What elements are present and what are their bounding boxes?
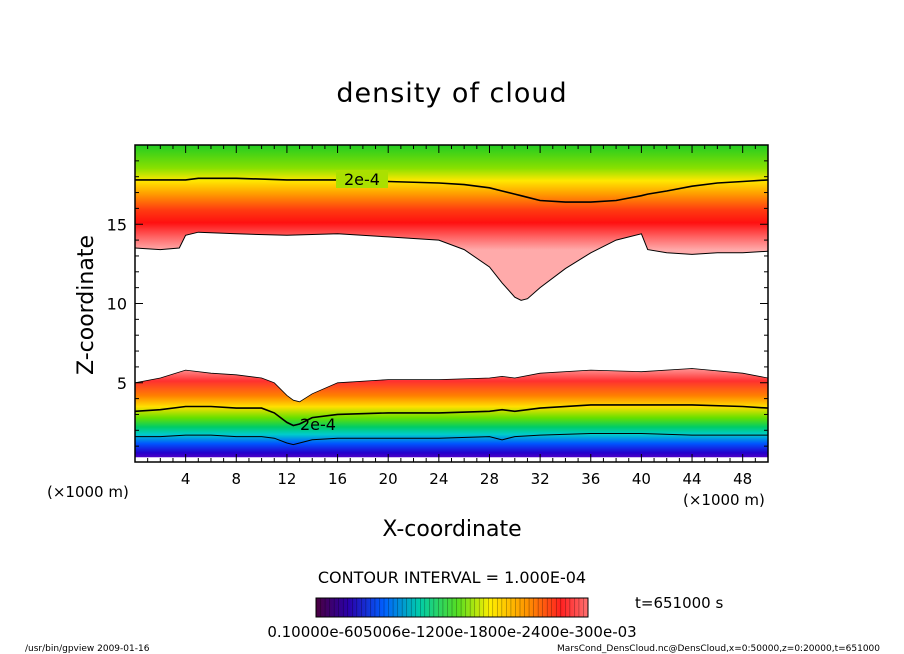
time-label: t=651000 s	[635, 594, 723, 612]
footer-left: /usr/bin/gpview 2009-01-16	[25, 644, 150, 654]
y-axis-label: Z-coordinate	[74, 235, 99, 375]
upper-layer-edge-contour	[135, 231, 768, 301]
x-tick-label: 40	[632, 470, 651, 488]
x-axis-unit: (×1000 m)	[47, 483, 129, 501]
lower-contour-2e-4	[135, 404, 768, 427]
y-axis-unit: (×1000 m)	[683, 491, 765, 509]
x-tick-label: 36	[581, 470, 600, 488]
y-tick-label: 5	[117, 374, 127, 393]
x-tick-label: 32	[531, 470, 550, 488]
upper-contour-2e-4	[135, 177, 768, 203]
plot-area	[135, 145, 768, 458]
lower-contour-low	[135, 433, 768, 446]
x-tick-label: 44	[682, 470, 701, 488]
x-tick-label: 48	[733, 470, 752, 488]
upper-cloud-layer	[135, 145, 768, 301]
contour-interval: CONTOUR INTERVAL = 1.000E-04	[318, 568, 586, 587]
x-tick-label: 28	[480, 470, 499, 488]
upper-contour-label: 2e-4	[344, 170, 380, 189]
x-axis-label: X-coordinate	[382, 517, 521, 542]
y-tick-label: 10	[107, 295, 127, 314]
y-tick-label: 15	[107, 215, 127, 234]
x-tick-label: 4	[181, 470, 191, 488]
x-tick-label: 24	[429, 470, 448, 488]
x-tick-label: 16	[328, 470, 347, 488]
x-tick-label: 20	[379, 470, 398, 488]
colorbar-labels: 0.10000e-605006e-1200e-1800e-2400e-300e-…	[267, 623, 636, 641]
x-tick-label: 12	[277, 470, 296, 488]
x-tick-label: 8	[232, 470, 242, 488]
lower-contour-label: 2e-4	[300, 415, 336, 434]
lower-layer-edge-contour	[135, 368, 768, 403]
footer-right: MarsCond_DensCloud.nc@DensCloud,x=0:5000…	[557, 644, 880, 654]
upper-contour-label-bg	[336, 170, 388, 188]
colorbar-stripes	[320, 598, 584, 617]
chart-title: density of cloud	[336, 78, 567, 109]
